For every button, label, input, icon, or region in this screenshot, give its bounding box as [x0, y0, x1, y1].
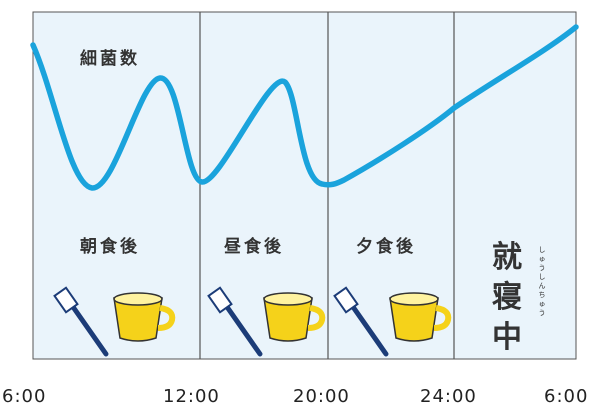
cup-icon: [113, 292, 176, 342]
bacteria-count-label: 細菌数: [80, 49, 140, 69]
cup-icon: [389, 292, 452, 342]
after-dinner-label: 夕食後: [356, 237, 416, 257]
after-breakfast-label: 朝食後: [80, 237, 140, 257]
toothbrush-icon: [333, 286, 389, 357]
time-tick-2000: 20:00: [293, 386, 350, 407]
time-tick-0600-next: 6:00: [544, 386, 589, 407]
sleep-reading: しゅうしんちゅう: [538, 246, 546, 317]
time-tick-2400: 24:00: [420, 386, 477, 407]
cup-icon: [263, 292, 326, 342]
time-tick-0600: 6:00: [2, 386, 47, 407]
toothbrush-icon: [207, 286, 263, 357]
sleep-char-1: 就: [492, 240, 522, 275]
sleep-char-3: 中: [492, 320, 522, 355]
toothbrush-icon: [53, 286, 109, 357]
after-lunch-label: 昼食後: [224, 237, 284, 257]
time-tick-1200: 12:00: [163, 386, 220, 407]
sleep-char-2: 寝: [492, 280, 522, 315]
bacteria-curve: [30, 24, 579, 191]
